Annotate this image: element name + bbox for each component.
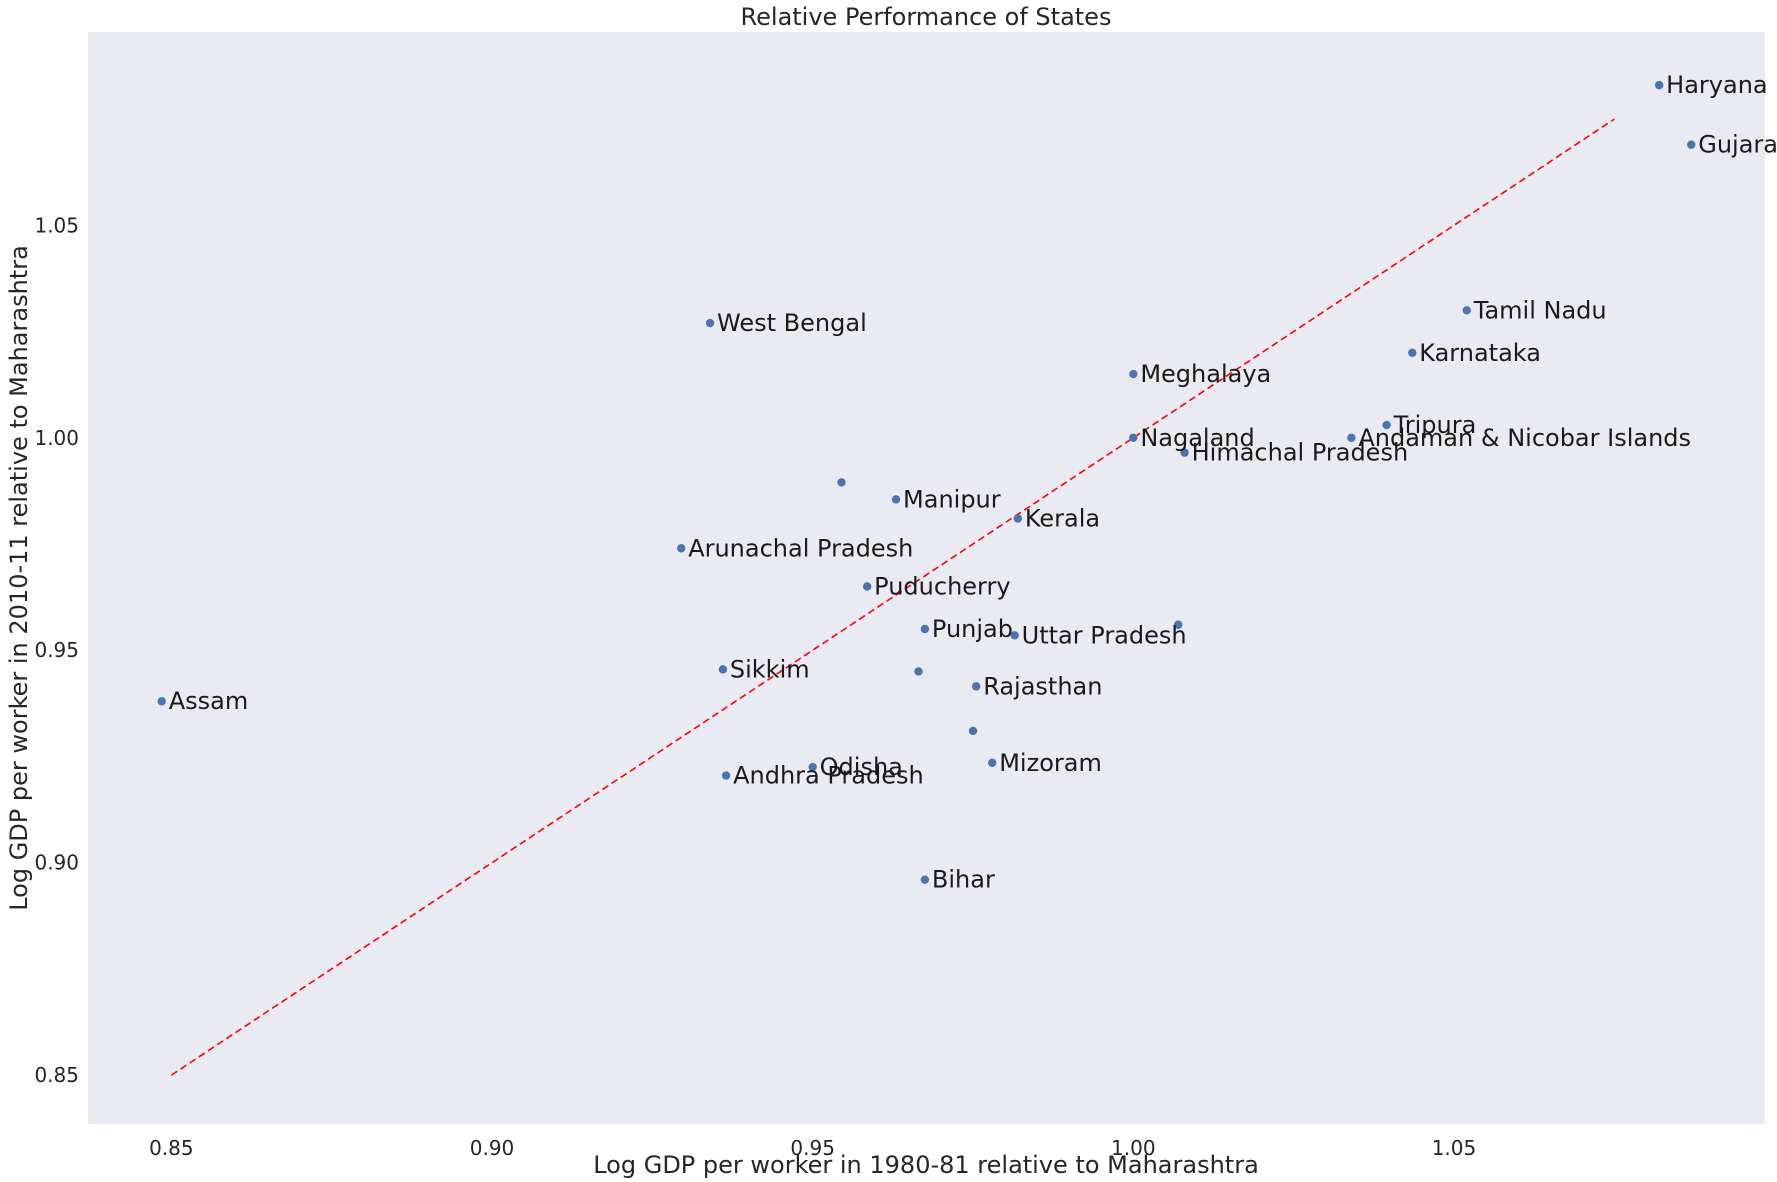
- data-point: [1347, 433, 1356, 442]
- data-point: [837, 478, 846, 487]
- point-label: Punjab: [932, 615, 1013, 643]
- data-point: [1129, 369, 1138, 379]
- reference-line: [170, 118, 1615, 1076]
- point-label: Himachal Pradesh: [1192, 439, 1409, 467]
- data-point: [968, 726, 978, 736]
- data-point: [808, 762, 817, 772]
- point-label: Odisha: [820, 753, 903, 781]
- x-axis-ticks: 0.85 0.90 0.95 1.00 1.05: [149, 1136, 1476, 1160]
- data-point: [705, 318, 715, 328]
- x-tick-label: 0.90: [470, 1136, 515, 1160]
- x-tick-label: 1.05: [1432, 1136, 1477, 1160]
- point-label: Kerala: [1025, 505, 1100, 533]
- y-tick-label: 1.05: [34, 213, 79, 237]
- data-point: [920, 875, 930, 884]
- data-point: [891, 495, 901, 504]
- data-point: [1382, 420, 1391, 430]
- point-label: Rajasthan: [983, 672, 1102, 700]
- data-point: [914, 667, 923, 676]
- point-label: Assam: [169, 687, 249, 715]
- data-point: [920, 624, 930, 634]
- y-tick-label: 0.90: [34, 851, 79, 875]
- data-point: [988, 758, 997, 768]
- data-point: [677, 544, 686, 553]
- point-label: Manipur: [903, 485, 1001, 513]
- data-point: [721, 771, 731, 780]
- x-axis-label: Log GDP per worker in 1980-81 relative t…: [593, 1151, 1259, 1179]
- data-point: [1129, 433, 1138, 442]
- data-point: [972, 682, 981, 691]
- point-label: Nagaland: [1140, 424, 1254, 452]
- y-tick-label: 0.95: [34, 638, 79, 662]
- point-label: Mizoram: [999, 749, 1102, 777]
- point-label: Uttar Pradesh: [1022, 621, 1187, 649]
- chart-title: Relative Performance of States: [741, 3, 1112, 31]
- point-label: Meghalaya: [1140, 360, 1271, 388]
- data-point: [1654, 80, 1664, 90]
- point-label: Andhra Pradesh: [733, 762, 924, 790]
- point-label: Puducherry: [874, 572, 1010, 600]
- point-label: Haryana: [1666, 71, 1767, 99]
- y-axis-ticks: 0.85 0.90 0.95 1.00 1.05: [34, 213, 79, 1087]
- point-label: Karnataka: [1419, 339, 1541, 367]
- point-label: Bihar: [932, 866, 995, 894]
- data-point: [718, 665, 728, 674]
- data-point: [1180, 448, 1189, 457]
- data-point: [1174, 620, 1183, 629]
- data-point: [1408, 348, 1417, 358]
- data-point: [862, 582, 872, 591]
- point-labels: Haryana Gujarat Tamil Nadu Karnataka West Be…: [169, 71, 1777, 894]
- point-label: Arunachal Pradesh: [688, 534, 913, 562]
- point-label: Tripura: [1393, 411, 1477, 439]
- plot-background: [88, 32, 1765, 1124]
- data-point: [1462, 306, 1471, 315]
- point-label: Gujarat: [1698, 131, 1777, 159]
- data-point: [1013, 514, 1023, 523]
- x-tick-label: 0.95: [790, 1136, 835, 1160]
- point-label: Tamil Nadu: [1473, 296, 1607, 324]
- y-tick-label: 1.00: [34, 426, 79, 450]
- x-tick-label: 0.85: [149, 1136, 194, 1160]
- data-points: [157, 80, 1696, 884]
- data-point: [157, 697, 166, 706]
- point-label: West Bengal: [717, 309, 867, 337]
- y-axis-label: Log GDP per worker in 2010-11 relative t…: [5, 245, 33, 911]
- data-point: [1687, 140, 1696, 149]
- point-label: Andaman & Nicobar Islands: [1358, 424, 1691, 452]
- data-point: [1010, 631, 1019, 640]
- y-tick-label: 0.85: [34, 1063, 79, 1087]
- x-tick-label: 1.00: [1111, 1136, 1156, 1160]
- point-label: Sikkim: [730, 655, 810, 683]
